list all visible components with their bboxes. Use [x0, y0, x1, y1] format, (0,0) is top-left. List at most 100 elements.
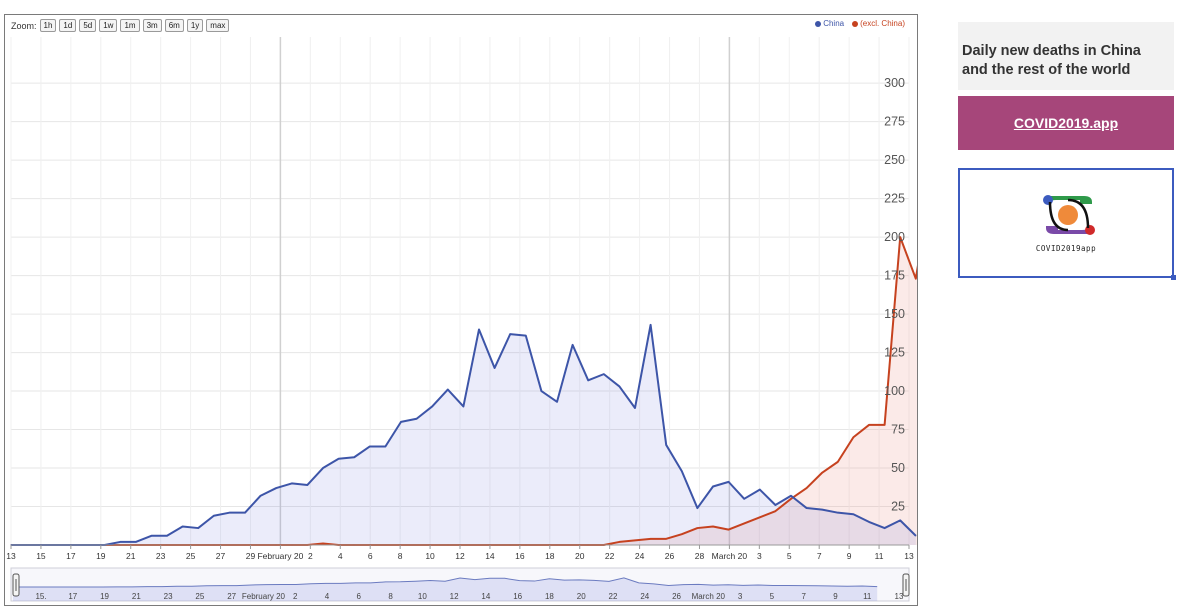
world-series-point — [634, 539, 636, 541]
china-series-point — [618, 385, 621, 388]
y-tick-label: 100 — [884, 384, 905, 398]
china-series-point — [119, 541, 121, 543]
navigator-tick-label: 2 — [293, 592, 298, 601]
zoom-1m-button[interactable]: 1m — [120, 19, 140, 32]
x-tick-label: 2 — [308, 551, 313, 561]
china-series-point — [462, 405, 464, 408]
covid-logo-icon — [1043, 195, 1095, 235]
legend-world-label: (excl. China) — [860, 19, 905, 28]
china-series-point — [135, 541, 137, 543]
x-tick-label: 10 — [425, 551, 435, 561]
x-tick-label: 13 — [6, 551, 16, 561]
x-tick-label: 14 — [485, 551, 495, 561]
navigator-tick-label: 3 — [738, 592, 743, 601]
china-series-point — [634, 407, 636, 409]
navigator-tick-label: 6 — [357, 592, 362, 601]
china-series-point — [431, 405, 433, 408]
y-tick-label: 75 — [891, 423, 905, 437]
world-series-point — [837, 461, 839, 463]
china-series-point — [369, 445, 371, 448]
x-tick-label: 15 — [36, 551, 46, 561]
x-tick-label: 21 — [126, 551, 136, 561]
china-series-point — [260, 495, 262, 497]
world-series-point — [790, 498, 792, 500]
navigator-tick-label: 24 — [640, 592, 649, 601]
navigator-tick-label: 26 — [672, 592, 681, 601]
world-series-point — [650, 538, 652, 540]
grid-lines — [10, 37, 910, 545]
china-series-point — [213, 515, 215, 517]
sidebar-title: Daily new deaths in China and the rest o… — [958, 22, 1174, 90]
y-tick-label: 250 — [884, 153, 905, 167]
x-axis-ticks: 13 15 17 19 21 23 25 27 29 February 20 2 4 6 8 10 12 14 1… — [6, 544, 914, 561]
zoom-1y-button[interactable]: 1y — [186, 19, 204, 32]
covid-app-link[interactable]: COVID2019.app — [958, 96, 1174, 150]
world-series-point — [728, 529, 730, 531]
legend-china-label: China — [823, 19, 845, 28]
china-series-point — [244, 512, 246, 514]
china-series-point — [150, 535, 152, 537]
navigator-tick-label: 17 — [68, 592, 77, 601]
navigator-tick-label: 18 — [545, 592, 554, 601]
x-tick-label: 9 — [847, 551, 852, 561]
china-series-point — [322, 467, 324, 469]
x-tick-label: 27 — [216, 551, 226, 561]
china-series-point — [353, 456, 355, 458]
x-tick-label: February 20 — [257, 551, 303, 561]
legend-world[interactable]: (excl. China) — [852, 19, 905, 28]
china-series-point — [400, 421, 402, 423]
range-navigator[interactable]: 15. 17 19 21 23 25 27 February 20 2 4 6 8 10 12 14 16 18… — [10, 567, 910, 602]
y-tick-label: 200 — [884, 230, 905, 244]
china-series-point — [837, 512, 839, 514]
world-series-point — [743, 522, 745, 525]
chart-legend: China (excl. China) — [815, 19, 905, 28]
navigator-tick-label: 7 — [801, 592, 806, 601]
world-dot-icon — [852, 20, 859, 27]
world-series-point — [868, 424, 870, 426]
zoom-1d-button[interactable]: 1d — [59, 19, 77, 32]
china-series-point — [790, 495, 792, 497]
china-series-point — [291, 482, 293, 485]
navigator-tick-label: 4 — [325, 592, 330, 601]
zoom-1h-button[interactable]: 1h — [39, 19, 57, 32]
y-tick-label: 125 — [884, 346, 905, 360]
china-series-point — [228, 512, 230, 514]
china-series-point — [806, 507, 808, 509]
navigator-tick-label: 9 — [833, 592, 838, 601]
zoom-3m-button[interactable]: 3m — [142, 19, 162, 32]
china-dot-icon — [815, 20, 822, 27]
x-tick-label: 20 — [575, 551, 585, 561]
china-series-point — [275, 487, 277, 489]
china-series-point — [197, 527, 199, 529]
zoom-6m-button[interactable]: 6m — [164, 19, 184, 32]
navigator-tick-label: March 20 — [692, 592, 726, 601]
zoom-max-button[interactable]: max — [206, 19, 230, 32]
navigator-tick-label: 19 — [100, 592, 109, 601]
china-series-point — [166, 535, 168, 537]
zoom-5d-button[interactable]: 5d — [79, 19, 97, 32]
y-tick-label: 150 — [884, 307, 905, 321]
zoom-bar: Zoom: 1h 1d 5d 1w 1m 3m 6m 1y max — [11, 19, 230, 32]
world-series-point — [322, 542, 324, 545]
navigator-tick-label: 14 — [481, 592, 490, 601]
china-series-point — [774, 504, 777, 506]
world-series-point — [774, 510, 777, 512]
resize-handle[interactable] — [1171, 275, 1176, 280]
navigator-tick-label: 23 — [164, 592, 173, 601]
x-tick-label: 7 — [817, 551, 822, 561]
china-series-point — [509, 333, 511, 335]
x-tick-label: 26 — [665, 551, 675, 561]
navigator-tick-label: 13 — [895, 592, 904, 601]
china-series-point — [306, 484, 308, 486]
legend-china[interactable]: China — [815, 19, 844, 28]
china-series-point — [852, 513, 855, 515]
world-series-point — [759, 516, 761, 518]
zoom-1w-button[interactable]: 1w — [99, 19, 118, 32]
x-tick-label: 12 — [455, 551, 465, 561]
y-tick-label: 225 — [884, 192, 905, 206]
china-series-point — [681, 470, 683, 472]
navigator-tick-label: 10 — [418, 592, 427, 601]
x-tick-label: 5 — [787, 551, 792, 561]
x-tick-label: 16 — [515, 551, 525, 561]
